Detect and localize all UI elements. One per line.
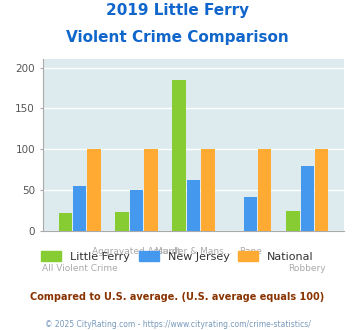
Bar <box>144 149 158 231</box>
Text: Murder & Mans...: Murder & Mans... <box>155 248 232 256</box>
Bar <box>130 190 143 231</box>
Bar <box>115 212 129 231</box>
Text: Violent Crime Comparison: Violent Crime Comparison <box>66 30 289 45</box>
Bar <box>87 149 101 231</box>
Bar <box>73 186 86 231</box>
Text: Aggravated Assault: Aggravated Assault <box>92 248 181 256</box>
Bar <box>258 149 272 231</box>
Bar <box>201 149 214 231</box>
Bar <box>187 180 200 231</box>
Bar <box>301 166 314 231</box>
Legend: Little Ferry, New Jersey, National: Little Ferry, New Jersey, National <box>37 247 318 267</box>
Text: All Violent Crime: All Violent Crime <box>42 264 118 273</box>
Text: Compared to U.S. average. (U.S. average equals 100): Compared to U.S. average. (U.S. average … <box>31 292 324 302</box>
Bar <box>286 211 300 231</box>
Bar <box>315 149 328 231</box>
Text: © 2025 CityRating.com - https://www.cityrating.com/crime-statistics/: © 2025 CityRating.com - https://www.city… <box>45 320 310 329</box>
Bar <box>173 80 186 231</box>
Text: Robbery: Robbery <box>289 264 326 273</box>
Text: Rape: Rape <box>239 248 262 256</box>
Bar <box>244 197 257 231</box>
Text: 2019 Little Ferry: 2019 Little Ferry <box>106 3 249 18</box>
Bar <box>59 213 72 231</box>
